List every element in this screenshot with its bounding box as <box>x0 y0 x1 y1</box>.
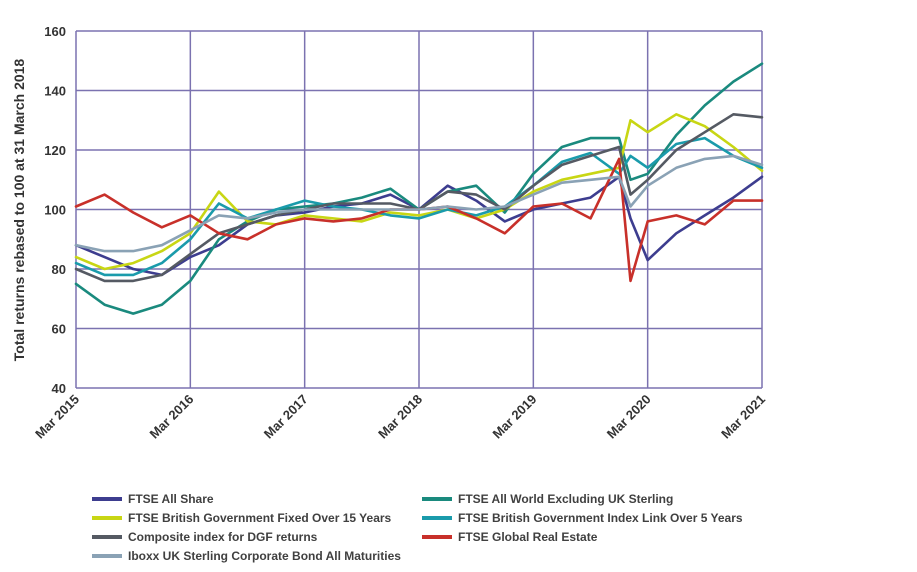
legend-label: FTSE All Share <box>128 492 214 506</box>
y-tick-label: 140 <box>44 84 66 99</box>
legend-label: FTSE Global Real Estate <box>458 530 598 544</box>
series-line-2 <box>74 113 764 271</box>
series-line-3 <box>74 136 764 277</box>
legend-label: FTSE British Government Index Link Over … <box>458 511 743 525</box>
legend-item: FTSE British Government Fixed Over 15 Ye… <box>92 509 391 527</box>
series-layer <box>74 62 764 315</box>
legend-swatch <box>422 497 452 501</box>
series-line-4 <box>74 113 764 283</box>
x-tick-label: Mar 2021 <box>718 392 768 442</box>
legend-item: Composite index for DGF returns <box>92 528 317 546</box>
x-tick-label: Mar 2015 <box>32 392 82 442</box>
legend-label: Composite index for DGF returns <box>128 530 318 544</box>
legend-label: FTSE All World Excluding UK Sterling <box>458 492 674 506</box>
legend-item: Iboxx UK Sterling Corporate Bond All Mat… <box>92 547 401 565</box>
y-tick-label: 60 <box>52 322 66 337</box>
chart-legend: FTSE All Share FTSE All World Excluding U… <box>92 490 792 570</box>
legend-swatch <box>92 535 122 539</box>
series-line-0 <box>74 175 764 277</box>
legend-label: FTSE British Government Fixed Over 15 Ye… <box>128 511 392 525</box>
legend-swatch <box>422 535 452 539</box>
y-axis-label: Total returns rebased to 100 at 31 March… <box>11 59 27 362</box>
y-tick-label: 40 <box>52 381 66 396</box>
legend-item: FTSE Global Real Estate <box>422 528 597 546</box>
x-tick-label: Mar 2020 <box>604 392 654 442</box>
chart-grid <box>75 30 763 389</box>
legend-swatch <box>92 554 122 558</box>
x-tick-label: Mar 2016 <box>146 392 196 442</box>
legend-item: FTSE British Government Index Link Over … <box>422 509 743 527</box>
x-tick-label: Mar 2019 <box>489 392 539 442</box>
y-tick-labels: 40 60 80 100 120 140 160 <box>44 24 66 396</box>
legend-label: Iboxx UK Sterling Corporate Bond All Mat… <box>128 549 401 563</box>
x-tick-label: Mar 2017 <box>261 392 311 442</box>
y-tick-label: 100 <box>44 203 66 218</box>
y-tick-label: 160 <box>44 24 66 39</box>
y-tick-label: 80 <box>52 262 66 277</box>
legend-item: FTSE All World Excluding UK Sterling <box>422 490 673 508</box>
legend-swatch <box>422 516 452 520</box>
legend-item: FTSE All Share <box>92 490 214 508</box>
x-tick-label: Mar 2018 <box>375 392 425 442</box>
x-tick-labels: Mar 2015 Mar 2016 Mar 2017 Mar 2018 Mar 2019… <box>32 392 768 442</box>
y-tick-label: 120 <box>44 143 66 158</box>
legend-swatch <box>92 516 122 520</box>
series-line-6 <box>74 154 764 253</box>
legend-swatch <box>92 497 122 501</box>
